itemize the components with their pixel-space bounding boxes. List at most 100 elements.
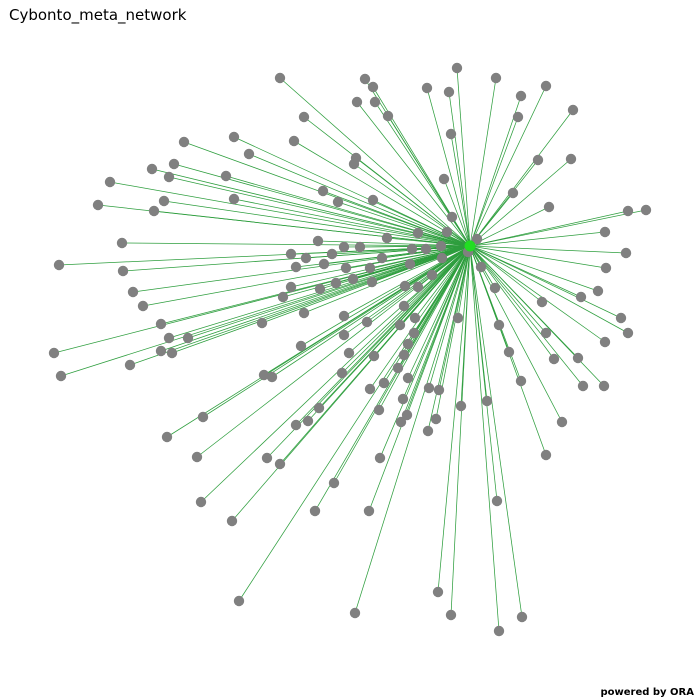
network-node[interactable] <box>395 416 407 428</box>
network-node[interactable] <box>166 347 178 359</box>
network-node[interactable] <box>290 261 302 273</box>
network-node[interactable] <box>451 62 463 74</box>
network-node[interactable] <box>343 347 355 359</box>
network-node[interactable] <box>543 201 555 213</box>
network-node[interactable] <box>490 72 502 84</box>
network-node[interactable] <box>349 607 361 619</box>
network-node[interactable] <box>420 243 432 255</box>
network-node[interactable] <box>274 72 286 84</box>
network-node[interactable] <box>367 81 379 93</box>
network-node[interactable] <box>536 296 548 308</box>
network-node[interactable] <box>455 400 467 412</box>
network-node[interactable] <box>53 259 65 271</box>
network-node[interactable] <box>317 185 329 197</box>
network-node[interactable] <box>374 452 386 464</box>
network-node[interactable] <box>326 248 338 260</box>
network-node[interactable] <box>191 451 203 463</box>
network-node[interactable] <box>233 595 245 607</box>
network-node[interactable] <box>163 332 175 344</box>
network-node[interactable] <box>398 300 410 312</box>
network-node[interactable] <box>548 353 560 365</box>
network-node[interactable] <box>445 609 457 621</box>
network-node[interactable] <box>382 110 394 122</box>
network-node[interactable] <box>409 312 421 324</box>
network-node[interactable] <box>338 329 350 341</box>
network-node[interactable] <box>155 318 167 330</box>
network-node[interactable] <box>421 82 433 94</box>
network-node[interactable] <box>491 495 503 507</box>
network-node[interactable] <box>445 128 457 140</box>
network-node[interactable] <box>577 380 589 392</box>
network-node[interactable] <box>503 346 515 358</box>
network-node[interactable] <box>313 402 325 414</box>
network-node[interactable] <box>182 332 194 344</box>
network-node[interactable] <box>148 205 160 217</box>
network-node[interactable] <box>367 194 379 206</box>
network-node[interactable] <box>195 496 207 508</box>
network-node[interactable] <box>397 393 409 405</box>
network-node[interactable] <box>228 131 240 143</box>
network-node[interactable] <box>368 350 380 362</box>
network-node[interactable] <box>540 327 552 339</box>
network-node[interactable] <box>373 404 385 416</box>
network-node[interactable] <box>452 312 464 324</box>
network-node[interactable] <box>436 252 448 264</box>
network-node[interactable] <box>328 477 340 489</box>
network-node[interactable] <box>330 277 342 289</box>
network-node[interactable] <box>124 359 136 371</box>
network-node[interactable] <box>285 281 297 293</box>
network-node[interactable] <box>258 369 270 381</box>
network-node[interactable] <box>340 262 352 274</box>
network-node[interactable] <box>394 319 406 331</box>
network-node[interactable] <box>161 431 173 443</box>
network-node[interactable] <box>158 195 170 207</box>
network-node[interactable] <box>600 262 612 274</box>
network-node[interactable] <box>298 307 310 319</box>
network-node[interactable] <box>290 419 302 431</box>
network-node[interactable] <box>361 316 373 328</box>
network-node[interactable] <box>507 187 519 199</box>
network-node[interactable] <box>348 158 360 170</box>
network-node[interactable] <box>406 243 418 255</box>
network-node[interactable] <box>402 338 414 350</box>
network-node[interactable] <box>412 281 424 293</box>
network-node[interactable] <box>318 258 330 270</box>
network-node[interactable] <box>366 276 378 288</box>
network-node[interactable] <box>347 273 359 285</box>
network-node[interactable] <box>408 327 420 339</box>
network-node[interactable] <box>398 349 410 361</box>
network-node[interactable] <box>640 204 652 216</box>
network-node[interactable] <box>426 269 438 281</box>
network-node[interactable] <box>117 265 129 277</box>
network-node[interactable] <box>168 158 180 170</box>
network-node[interactable] <box>92 199 104 211</box>
network-node[interactable] <box>599 226 611 238</box>
network-node[interactable] <box>402 372 414 384</box>
network-node[interactable] <box>332 196 344 208</box>
network-node[interactable] <box>266 371 278 383</box>
network-node[interactable] <box>228 193 240 205</box>
network-node[interactable] <box>471 233 483 245</box>
network-node[interactable] <box>481 395 493 407</box>
network-node[interactable] <box>622 327 634 339</box>
network-node[interactable] <box>220 170 232 182</box>
network-node[interactable] <box>285 248 297 260</box>
network-node[interactable] <box>412 227 424 239</box>
network-node[interactable] <box>178 136 190 148</box>
network-node[interactable] <box>312 235 324 247</box>
network-node[interactable] <box>598 380 610 392</box>
network-node[interactable] <box>274 458 286 470</box>
network-node[interactable] <box>430 413 442 425</box>
network-node[interactable] <box>363 505 375 517</box>
network-node[interactable] <box>104 176 116 188</box>
network-node[interactable] <box>295 340 307 352</box>
network-node[interactable] <box>489 282 501 294</box>
network-node[interactable] <box>364 383 376 395</box>
network-node[interactable] <box>575 291 587 303</box>
network-node[interactable] <box>622 205 634 217</box>
network-node[interactable] <box>226 515 238 527</box>
network-node[interactable] <box>309 505 321 517</box>
network-node[interactable] <box>392 362 404 374</box>
network-node[interactable] <box>116 237 128 249</box>
network-node[interactable] <box>376 252 388 264</box>
